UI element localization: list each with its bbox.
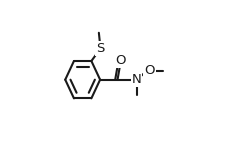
Text: O: O — [144, 64, 155, 77]
Text: S: S — [96, 42, 105, 55]
Text: N: N — [132, 73, 141, 86]
Text: O: O — [116, 54, 126, 67]
